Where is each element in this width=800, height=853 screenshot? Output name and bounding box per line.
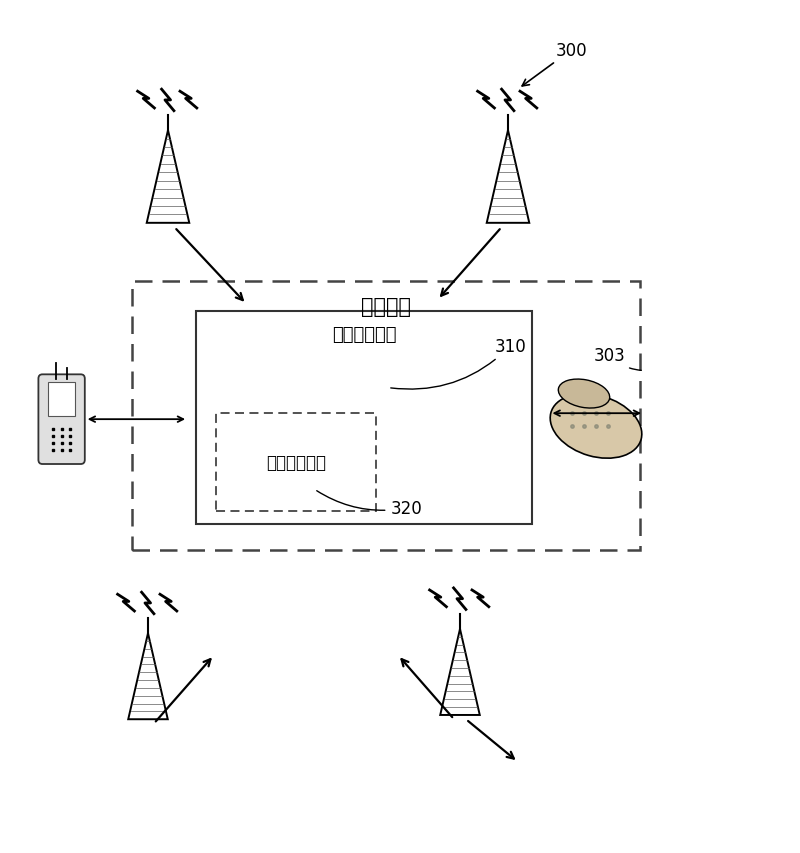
Text: 310: 310 [390, 338, 526, 390]
FancyBboxPatch shape [132, 281, 640, 550]
Ellipse shape [550, 394, 642, 459]
FancyBboxPatch shape [196, 311, 532, 525]
FancyBboxPatch shape [38, 375, 85, 464]
FancyBboxPatch shape [48, 382, 75, 416]
Polygon shape [146, 131, 190, 223]
Polygon shape [128, 634, 168, 719]
Ellipse shape [558, 380, 610, 409]
Text: 300: 300 [522, 42, 588, 87]
FancyBboxPatch shape [216, 414, 376, 512]
Text: 303: 303 [594, 347, 642, 371]
Text: 小区指定组件: 小区指定组件 [332, 326, 396, 344]
Text: 无线基站: 无线基站 [361, 297, 411, 316]
Text: 320: 320 [317, 491, 422, 518]
Polygon shape [440, 630, 480, 715]
Polygon shape [486, 131, 530, 223]
Text: 阈値验证组件: 阈値验证组件 [266, 454, 326, 472]
